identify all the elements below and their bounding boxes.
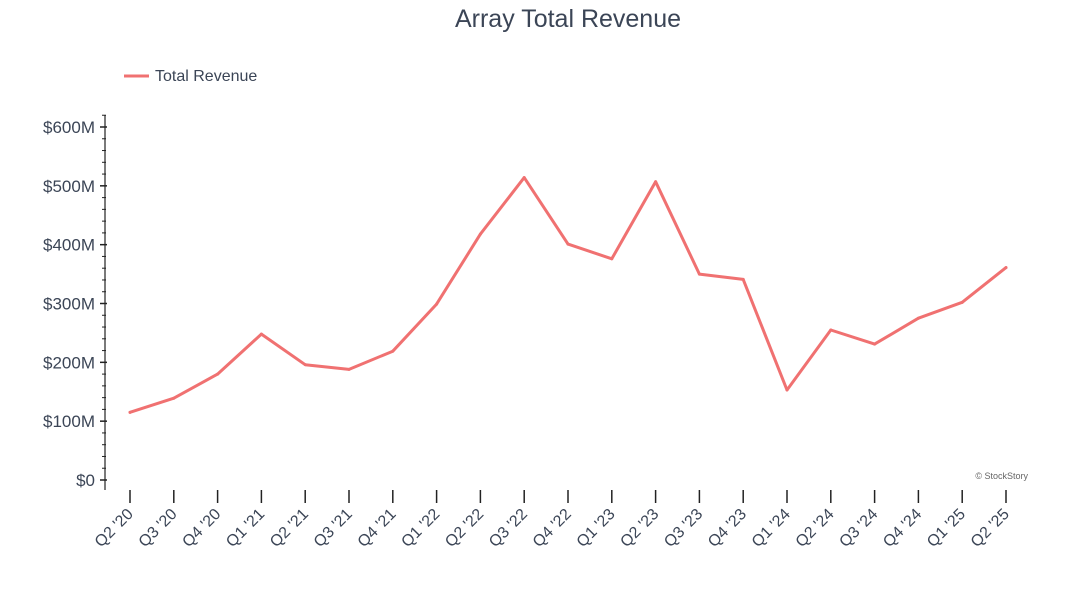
data-point [741,277,745,281]
series-layer [128,176,1008,414]
x-tick-label: Q2 '21 [267,506,312,551]
y-axis: $0 $100M $200M $300M $400M $500M $600M [43,114,107,490]
data-point [829,328,833,332]
y-tick-label: $100M [43,412,95,431]
data-point [960,300,964,304]
x-tick-label: Q4 '24 [880,506,925,551]
x-tick-label: Q3 '21 [311,506,356,551]
x-tick-label: Q1 '22 [398,506,443,551]
y-tick-label: $500M [43,177,95,196]
x-tick-label: Q3 '20 [136,506,181,551]
x-tick-label: Q1 '25 [924,506,969,551]
data-point [654,180,658,184]
legend: Total Revenue [124,68,257,85]
watermark: © StockStory [975,471,1028,481]
data-point [216,372,220,376]
x-tick-label: Q1 '24 [749,506,794,551]
data-point [1004,266,1008,270]
x-tick-label: Q1 '21 [223,506,268,551]
data-point [873,342,877,346]
x-tick-label: Q4 '22 [530,506,575,551]
data-point [522,176,526,180]
y-tick-label: $400M [43,236,95,255]
data-point [610,257,614,261]
data-point [478,232,482,236]
x-tick-label: Q1 '23 [574,506,619,551]
series-line-0 [128,176,1008,414]
chart-title: Array Total Revenue [455,5,681,33]
data-point [916,316,920,320]
data-point [566,242,570,246]
x-tick-label: Q4 '23 [705,506,750,551]
x-tick-label: Q2 '24 [793,506,838,551]
data-point [435,302,439,306]
y-tick-label: $0 [76,471,95,490]
y-tick-label: $200M [43,353,95,372]
x-tick-label: Q2 '25 [968,506,1013,551]
x-tick-label: Q3 '24 [836,506,881,551]
x-tick-label: Q2 '23 [617,506,662,551]
data-point [259,332,263,336]
x-tick-label: Q3 '23 [661,506,706,551]
data-point [697,272,701,276]
x-tick-label: Q2 '22 [442,506,487,551]
x-tick-label: Q4 '20 [179,506,224,551]
data-point [347,367,351,371]
data-point [391,349,395,353]
data-point [172,396,176,400]
x-tick-label: Q4 '21 [355,506,400,551]
x-tick-label: Q3 '22 [486,506,531,551]
data-point [785,388,789,392]
legend-label-total-revenue: Total Revenue [155,68,257,85]
y-tick-label: $300M [43,295,95,314]
data-point [303,363,307,367]
y-tick-label: $600M [43,118,95,137]
x-tick-label: Q2 '20 [92,506,137,551]
data-point [128,410,132,414]
